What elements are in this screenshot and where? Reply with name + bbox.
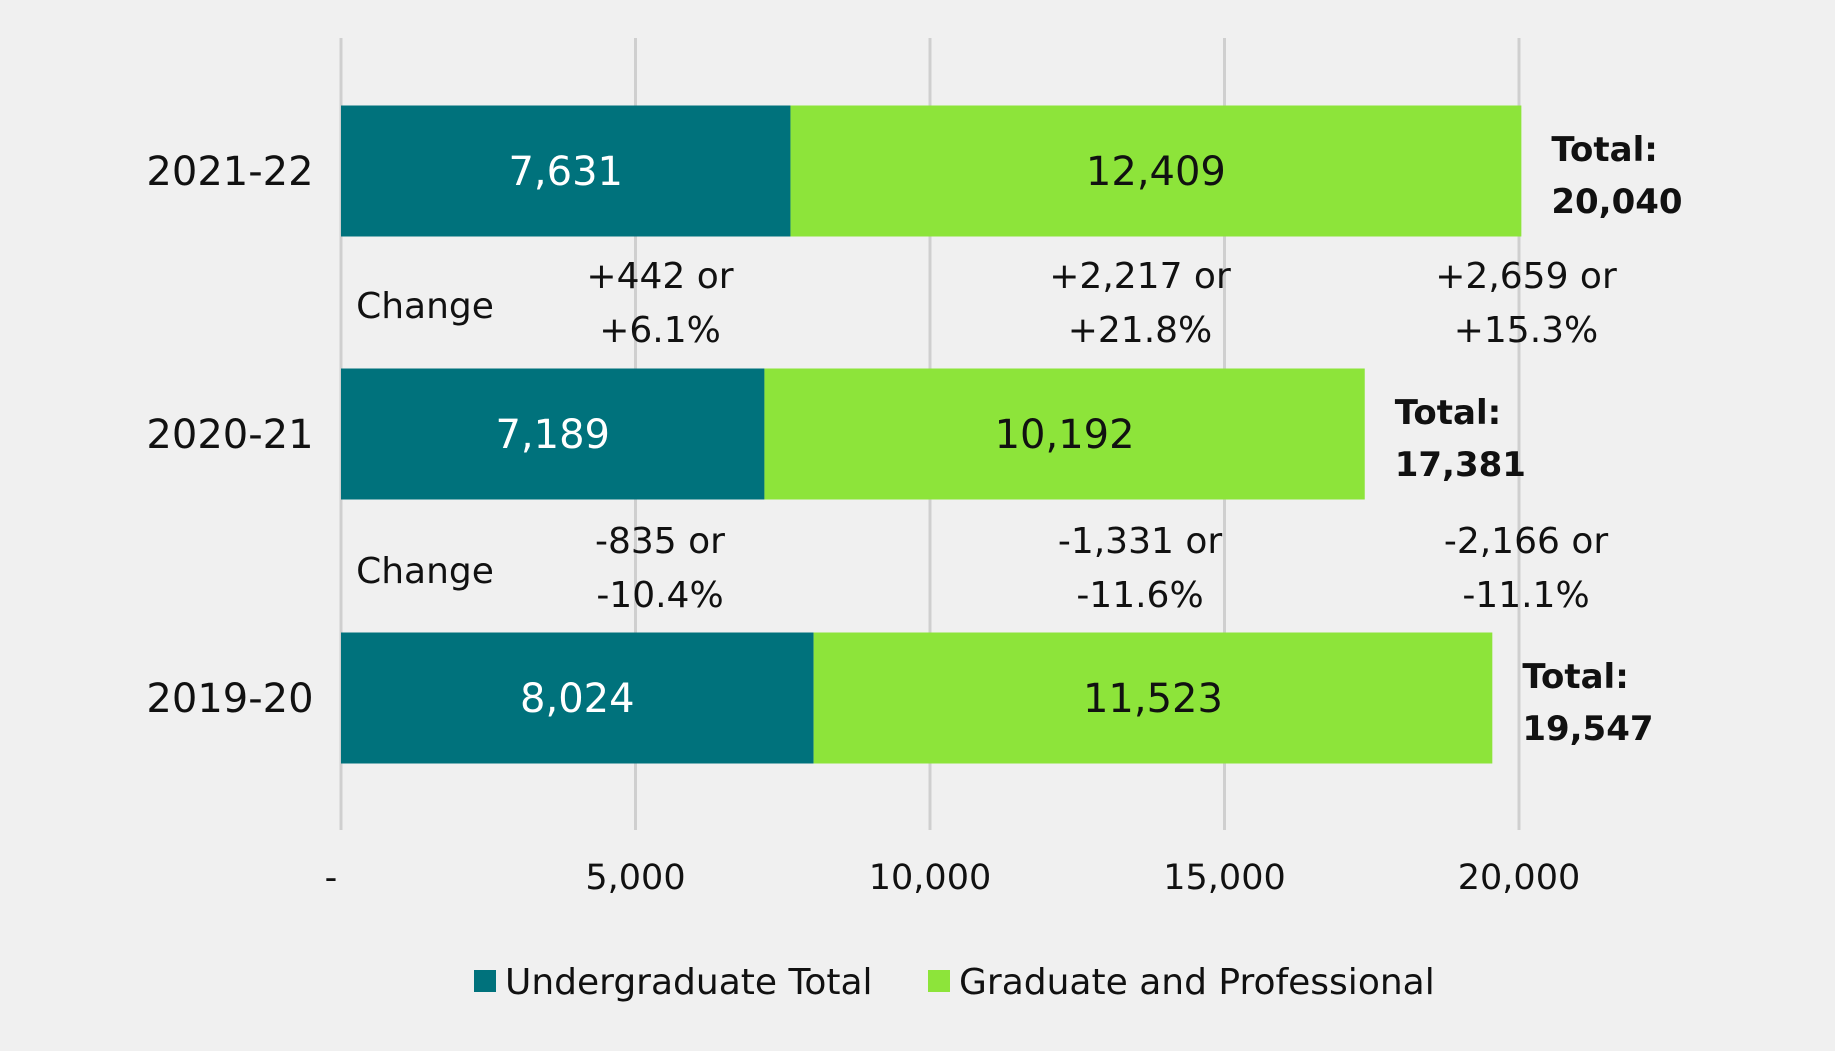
total-value: 20,040 bbox=[1551, 182, 1682, 222]
change-graduate-line1: +2,217 or bbox=[1049, 256, 1231, 297]
legend-label: Graduate and Professional bbox=[959, 962, 1435, 1003]
change-total-line2: -11.1% bbox=[1462, 575, 1589, 616]
category-label: 2021-22 bbox=[146, 149, 313, 195]
change-undergraduate-line2: -10.4% bbox=[596, 575, 723, 616]
total-label: Total: bbox=[1522, 657, 1628, 697]
category-label: 2020-21 bbox=[146, 412, 313, 458]
bars bbox=[341, 105, 1522, 764]
legend-swatch bbox=[474, 970, 496, 992]
legend-swatch bbox=[928, 970, 950, 992]
x-tick-label: 10,000 bbox=[869, 858, 991, 898]
change-undergraduate-line1: -835 or bbox=[595, 521, 725, 562]
total-label: Total: bbox=[1395, 393, 1501, 433]
total-value: 17,381 bbox=[1395, 445, 1526, 485]
change-total-line1: +2,659 or bbox=[1435, 256, 1617, 297]
legend-label: Undergraduate Total bbox=[505, 962, 873, 1003]
x-tick-label: 15,000 bbox=[1163, 858, 1285, 898]
bar-value-label: 12,409 bbox=[1086, 149, 1226, 195]
x-tick-label: 5,000 bbox=[585, 858, 685, 898]
x-tick-label: - bbox=[325, 858, 338, 898]
change-label: Change bbox=[356, 286, 494, 327]
bar-graduate bbox=[813, 632, 1493, 764]
change-graduate-line2: -11.6% bbox=[1076, 575, 1203, 616]
bar-value-label: 8,024 bbox=[520, 676, 635, 722]
bar-undergraduate bbox=[341, 105, 791, 237]
change-total-line1: -2,166 or bbox=[1444, 521, 1609, 562]
category-label: 2019-20 bbox=[146, 676, 313, 722]
bar-undergraduate bbox=[341, 368, 765, 500]
change-graduate-line1: -1,331 or bbox=[1058, 521, 1223, 562]
bar-graduate bbox=[764, 368, 1365, 500]
change-total-line2: +15.3% bbox=[1454, 310, 1599, 351]
labels: - 5,000 10,000 15,000 20,000 7,631 12,409 2021-… bbox=[146, 130, 1682, 898]
total-value: 19,547 bbox=[1522, 709, 1653, 749]
total-label: Total: bbox=[1551, 130, 1657, 170]
x-tick-label: 20,000 bbox=[1458, 858, 1580, 898]
change-undergraduate-line1: +442 or bbox=[586, 256, 733, 297]
change-undergraduate-line2: +6.1% bbox=[599, 310, 721, 351]
change-graduate-line2: +21.8% bbox=[1068, 310, 1213, 351]
bar-graduate bbox=[790, 105, 1522, 237]
bar-value-label: 7,189 bbox=[495, 412, 610, 458]
bar-undergraduate bbox=[341, 632, 814, 764]
bar-value-label: 11,523 bbox=[1083, 676, 1223, 722]
bar-value-label: 7,631 bbox=[508, 149, 623, 195]
legend: Undergraduate Total Graduate and Professi… bbox=[474, 962, 1435, 1003]
change-label: Change bbox=[356, 551, 494, 592]
bar-value-label: 10,192 bbox=[995, 412, 1135, 458]
